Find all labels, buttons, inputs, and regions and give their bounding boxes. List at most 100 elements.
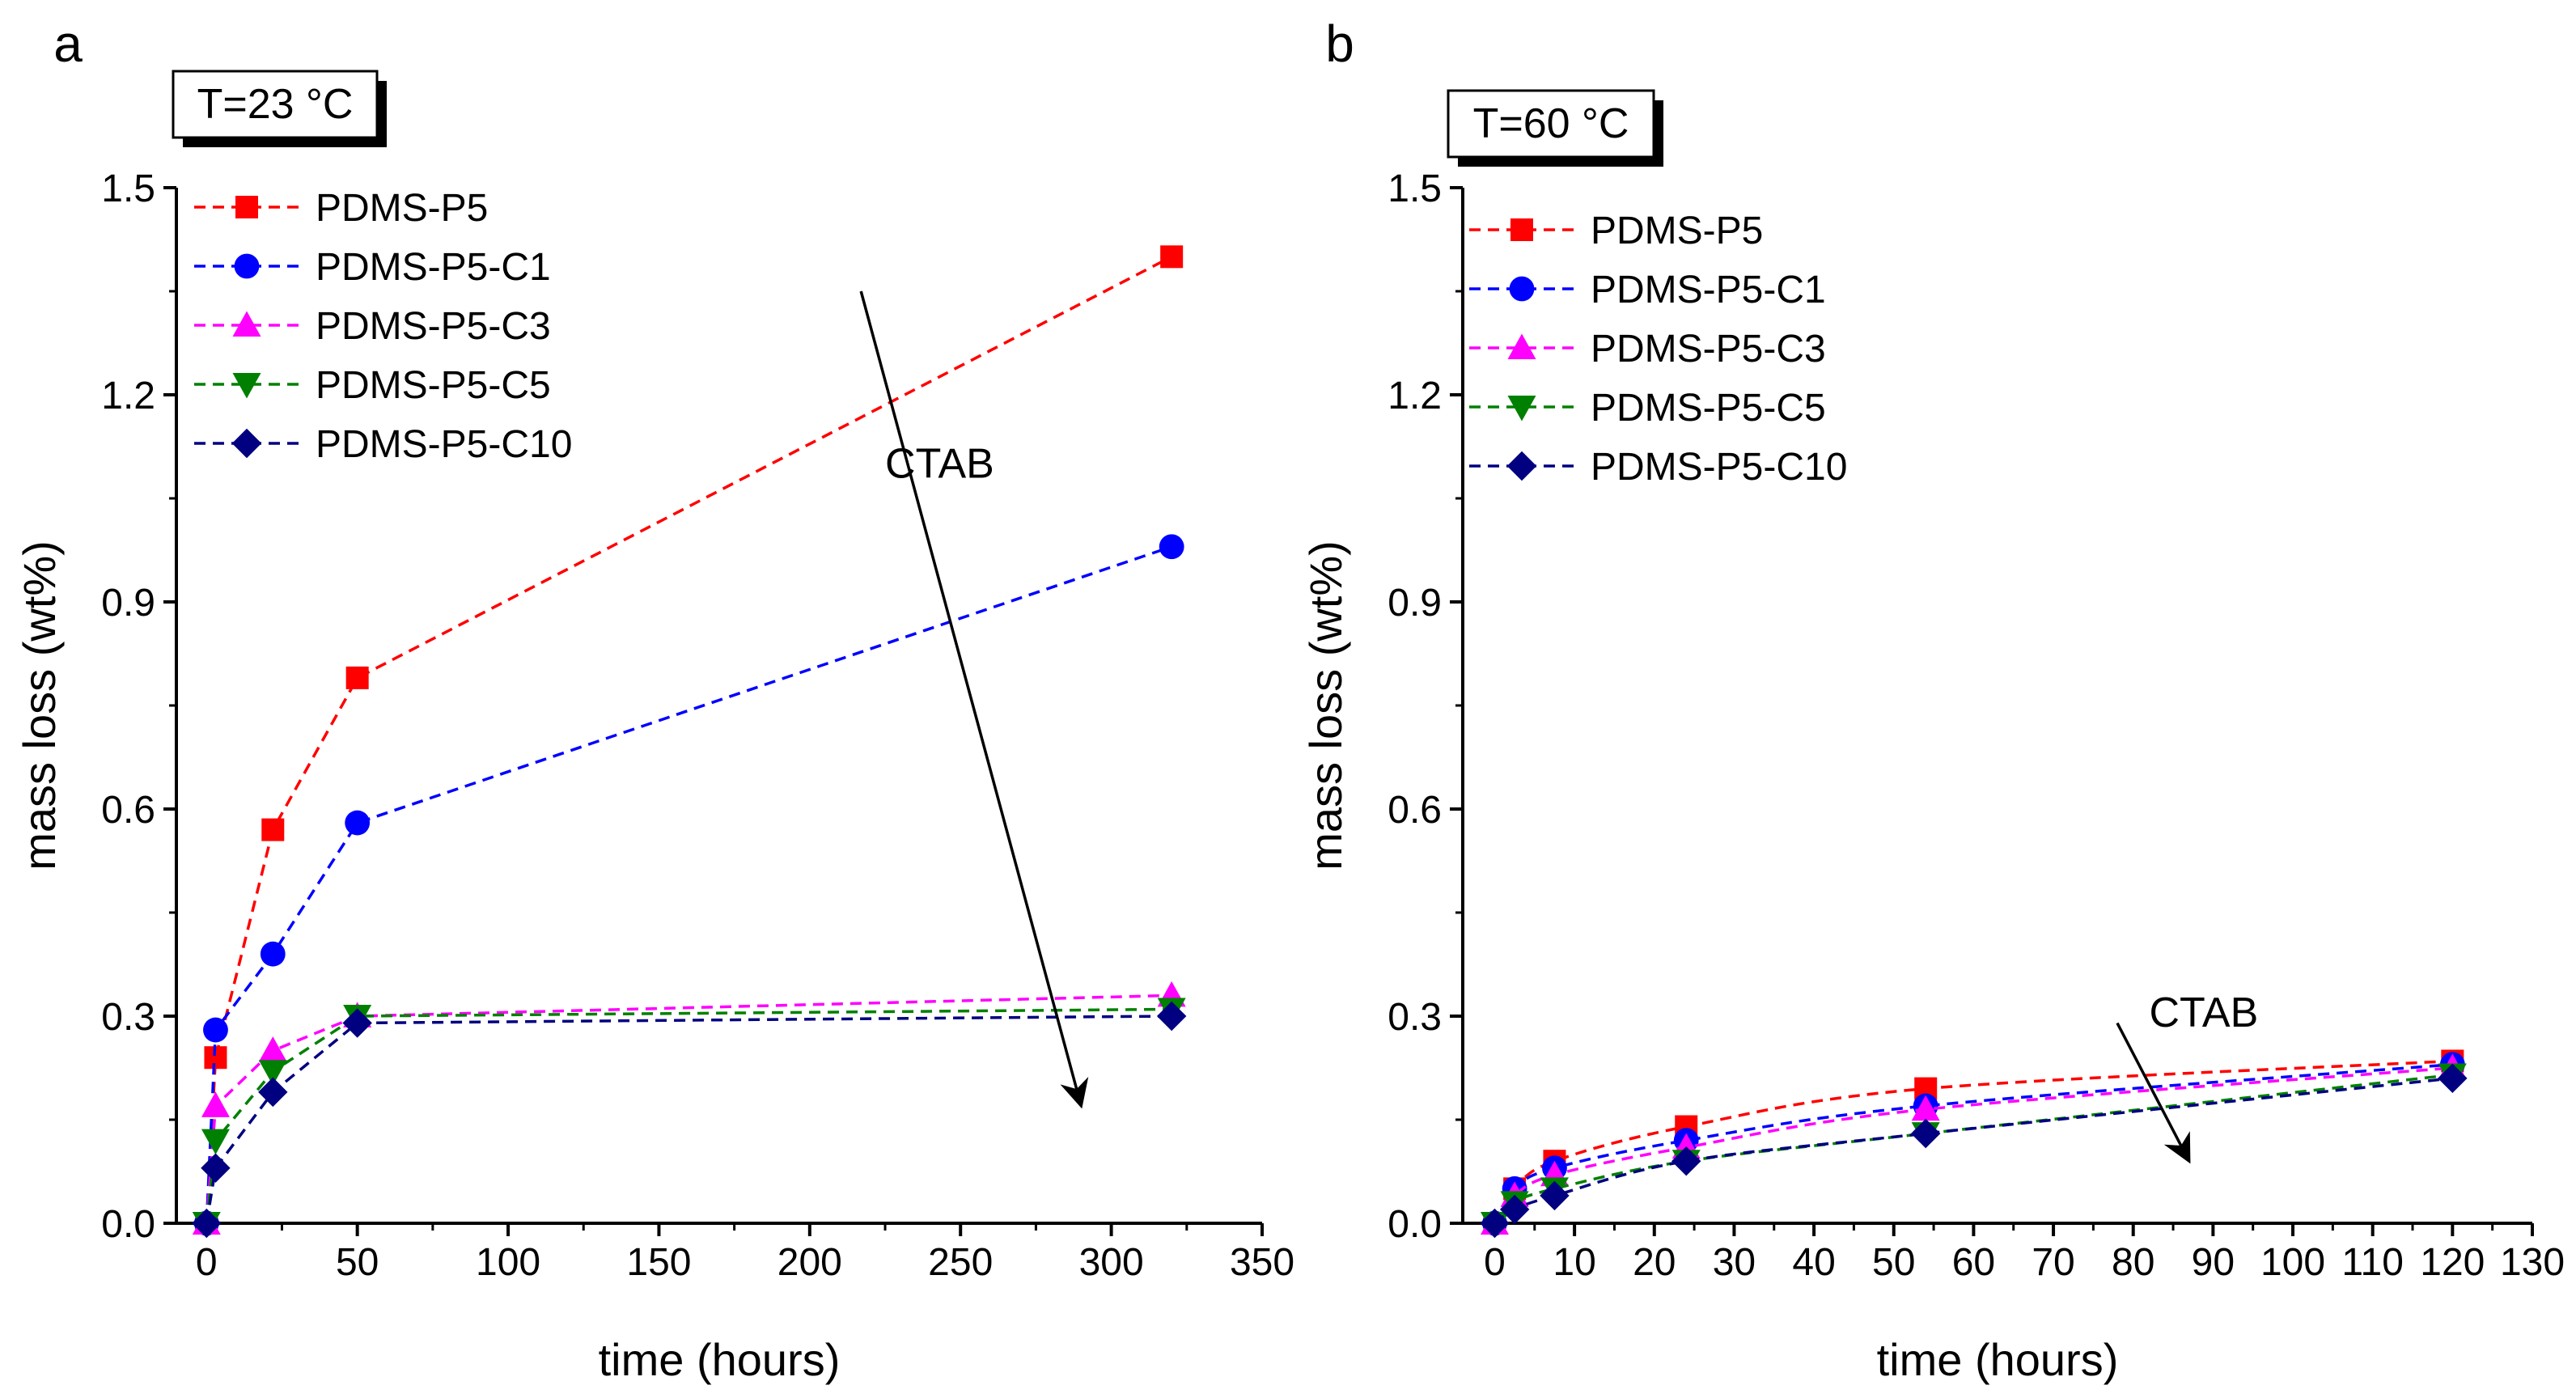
legend-marker — [232, 373, 261, 399]
y-axis-title: mass loss (wt%) — [14, 540, 65, 871]
legend-marker — [1509, 276, 1535, 302]
x-tick-label: 0 — [196, 1241, 218, 1284]
data-point — [1911, 1118, 1941, 1149]
series-line — [205, 1007, 1172, 1224]
ctab-label: CTAB — [2149, 989, 2258, 1036]
data-point — [345, 810, 371, 836]
x-tick-label: 80 — [2112, 1241, 2154, 1284]
legend-label: PDMS-P5-C10 — [1591, 446, 1847, 489]
y-tick-label: 0.6 — [101, 789, 155, 832]
data-point — [261, 818, 285, 841]
series-line — [1493, 1077, 2453, 1225]
series-pdms-p5-c1 — [193, 534, 1184, 1236]
data-point — [201, 1091, 230, 1117]
data-point — [1911, 1095, 1940, 1121]
legend-marker — [1507, 333, 1536, 359]
legend-marker — [1510, 218, 1533, 241]
x-tick-label: 50 — [1872, 1241, 1915, 1284]
x-tick-label: 150 — [626, 1241, 691, 1284]
data-point — [342, 1008, 372, 1038]
x-tick-label: 200 — [777, 1241, 842, 1284]
series-line — [1493, 1059, 2453, 1224]
data-point — [201, 1153, 231, 1183]
legend-label: PDMS-P5-C5 — [316, 364, 551, 407]
temperature-label: T=60 °C — [1473, 100, 1629, 147]
x-tick-label: 250 — [928, 1241, 993, 1284]
data-point — [345, 666, 369, 689]
series-line — [205, 545, 1172, 1224]
x-tick-label: 130 — [2500, 1241, 2565, 1284]
legend-label: PDMS-P5-C3 — [1591, 328, 1826, 371]
x-tick-label: 350 — [1230, 1241, 1294, 1284]
data-point — [258, 1077, 288, 1108]
series-pdms-p5 — [1483, 1049, 2464, 1235]
series-line — [205, 1015, 1172, 1224]
series-pdms-p5-c5 — [192, 998, 1186, 1238]
x-tick-label: 30 — [1713, 1241, 1756, 1284]
series-pdms-p5-c3 — [1480, 1053, 2467, 1235]
series-pdms-p5-c10 — [192, 1001, 1187, 1239]
y-tick-label: 0.3 — [101, 996, 155, 1039]
legend-marker — [231, 428, 262, 459]
data-point — [2438, 1063, 2468, 1093]
legend-label: PDMS-P5 — [316, 187, 488, 230]
data-point — [203, 1017, 228, 1043]
data-point — [1159, 534, 1184, 560]
ctab-arrow — [2116, 1022, 2191, 1164]
x-tick-label: 20 — [1633, 1241, 1676, 1284]
series-pdms-p5-c5 — [1480, 1063, 2467, 1238]
temperature-label: T=23 °C — [197, 81, 354, 128]
legend-label: PDMS-P5-C10 — [316, 423, 572, 466]
legend-label: PDMS-P5-C5 — [1591, 387, 1826, 430]
legend-label: PDMS-P5-C1 — [316, 246, 551, 289]
data-point — [1480, 1208, 1510, 1239]
x-tick-label: 110 — [2341, 1241, 2404, 1284]
y-tick-label: 1.5 — [1388, 167, 1442, 210]
legend-label: PDMS-P5 — [1591, 210, 1763, 252]
legend-marker — [235, 196, 258, 218]
data-point — [1160, 245, 1184, 269]
data-point — [1499, 1194, 1530, 1225]
y-tick-label: 0.9 — [1388, 582, 1442, 625]
panel-letter: b — [1325, 15, 1354, 73]
temperature-box — [172, 70, 379, 139]
data-point — [1156, 1001, 1187, 1032]
y-tick-label: 1.2 — [101, 375, 155, 417]
y-axis-title: mass loss (wt%) — [1300, 540, 1351, 871]
x-tick-label: 40 — [1792, 1241, 1835, 1284]
x-tick-label: 120 — [2420, 1241, 2485, 1284]
data-point — [258, 1060, 287, 1086]
x-tick-label: 100 — [2260, 1241, 2325, 1284]
series-pdms-p5-c1 — [1482, 1052, 2465, 1236]
y-tick-label: 0.0 — [101, 1203, 155, 1246]
data-point — [260, 941, 286, 967]
y-tick-label: 1.5 — [101, 167, 155, 210]
y-tick-label: 0.9 — [101, 582, 155, 625]
x-axis-title: time (hours) — [1877, 1334, 2119, 1385]
panel-letter: a — [53, 15, 83, 73]
x-tick-label: 0 — [1484, 1241, 1506, 1284]
legend-marker — [234, 253, 260, 279]
legend-label: PDMS-P5-C1 — [1591, 269, 1826, 311]
series-line — [1493, 1066, 2453, 1225]
x-axis-title: time (hours) — [599, 1334, 841, 1385]
data-point — [201, 1129, 230, 1155]
x-tick-label: 50 — [336, 1241, 379, 1284]
series-pdms-p5-c3 — [192, 981, 1186, 1235]
y-tick-label: 1.2 — [1388, 375, 1442, 417]
legend-marker — [232, 311, 261, 337]
temperature-box — [1447, 89, 1655, 159]
x-tick-label: 90 — [2192, 1241, 2235, 1284]
y-tick-label: 0.0 — [1388, 1203, 1442, 1246]
x-tick-label: 100 — [476, 1241, 540, 1284]
data-point — [192, 1208, 222, 1239]
series-line — [1493, 1062, 2453, 1224]
x-tick-label: 300 — [1079, 1241, 1144, 1284]
y-tick-label: 0.3 — [1388, 996, 1442, 1039]
legend-marker — [1507, 396, 1536, 422]
y-tick-label: 0.6 — [1388, 789, 1442, 832]
x-tick-label: 60 — [1952, 1241, 1995, 1284]
legend-marker — [1506, 451, 1537, 481]
ctab-label: CTAB — [885, 440, 994, 487]
